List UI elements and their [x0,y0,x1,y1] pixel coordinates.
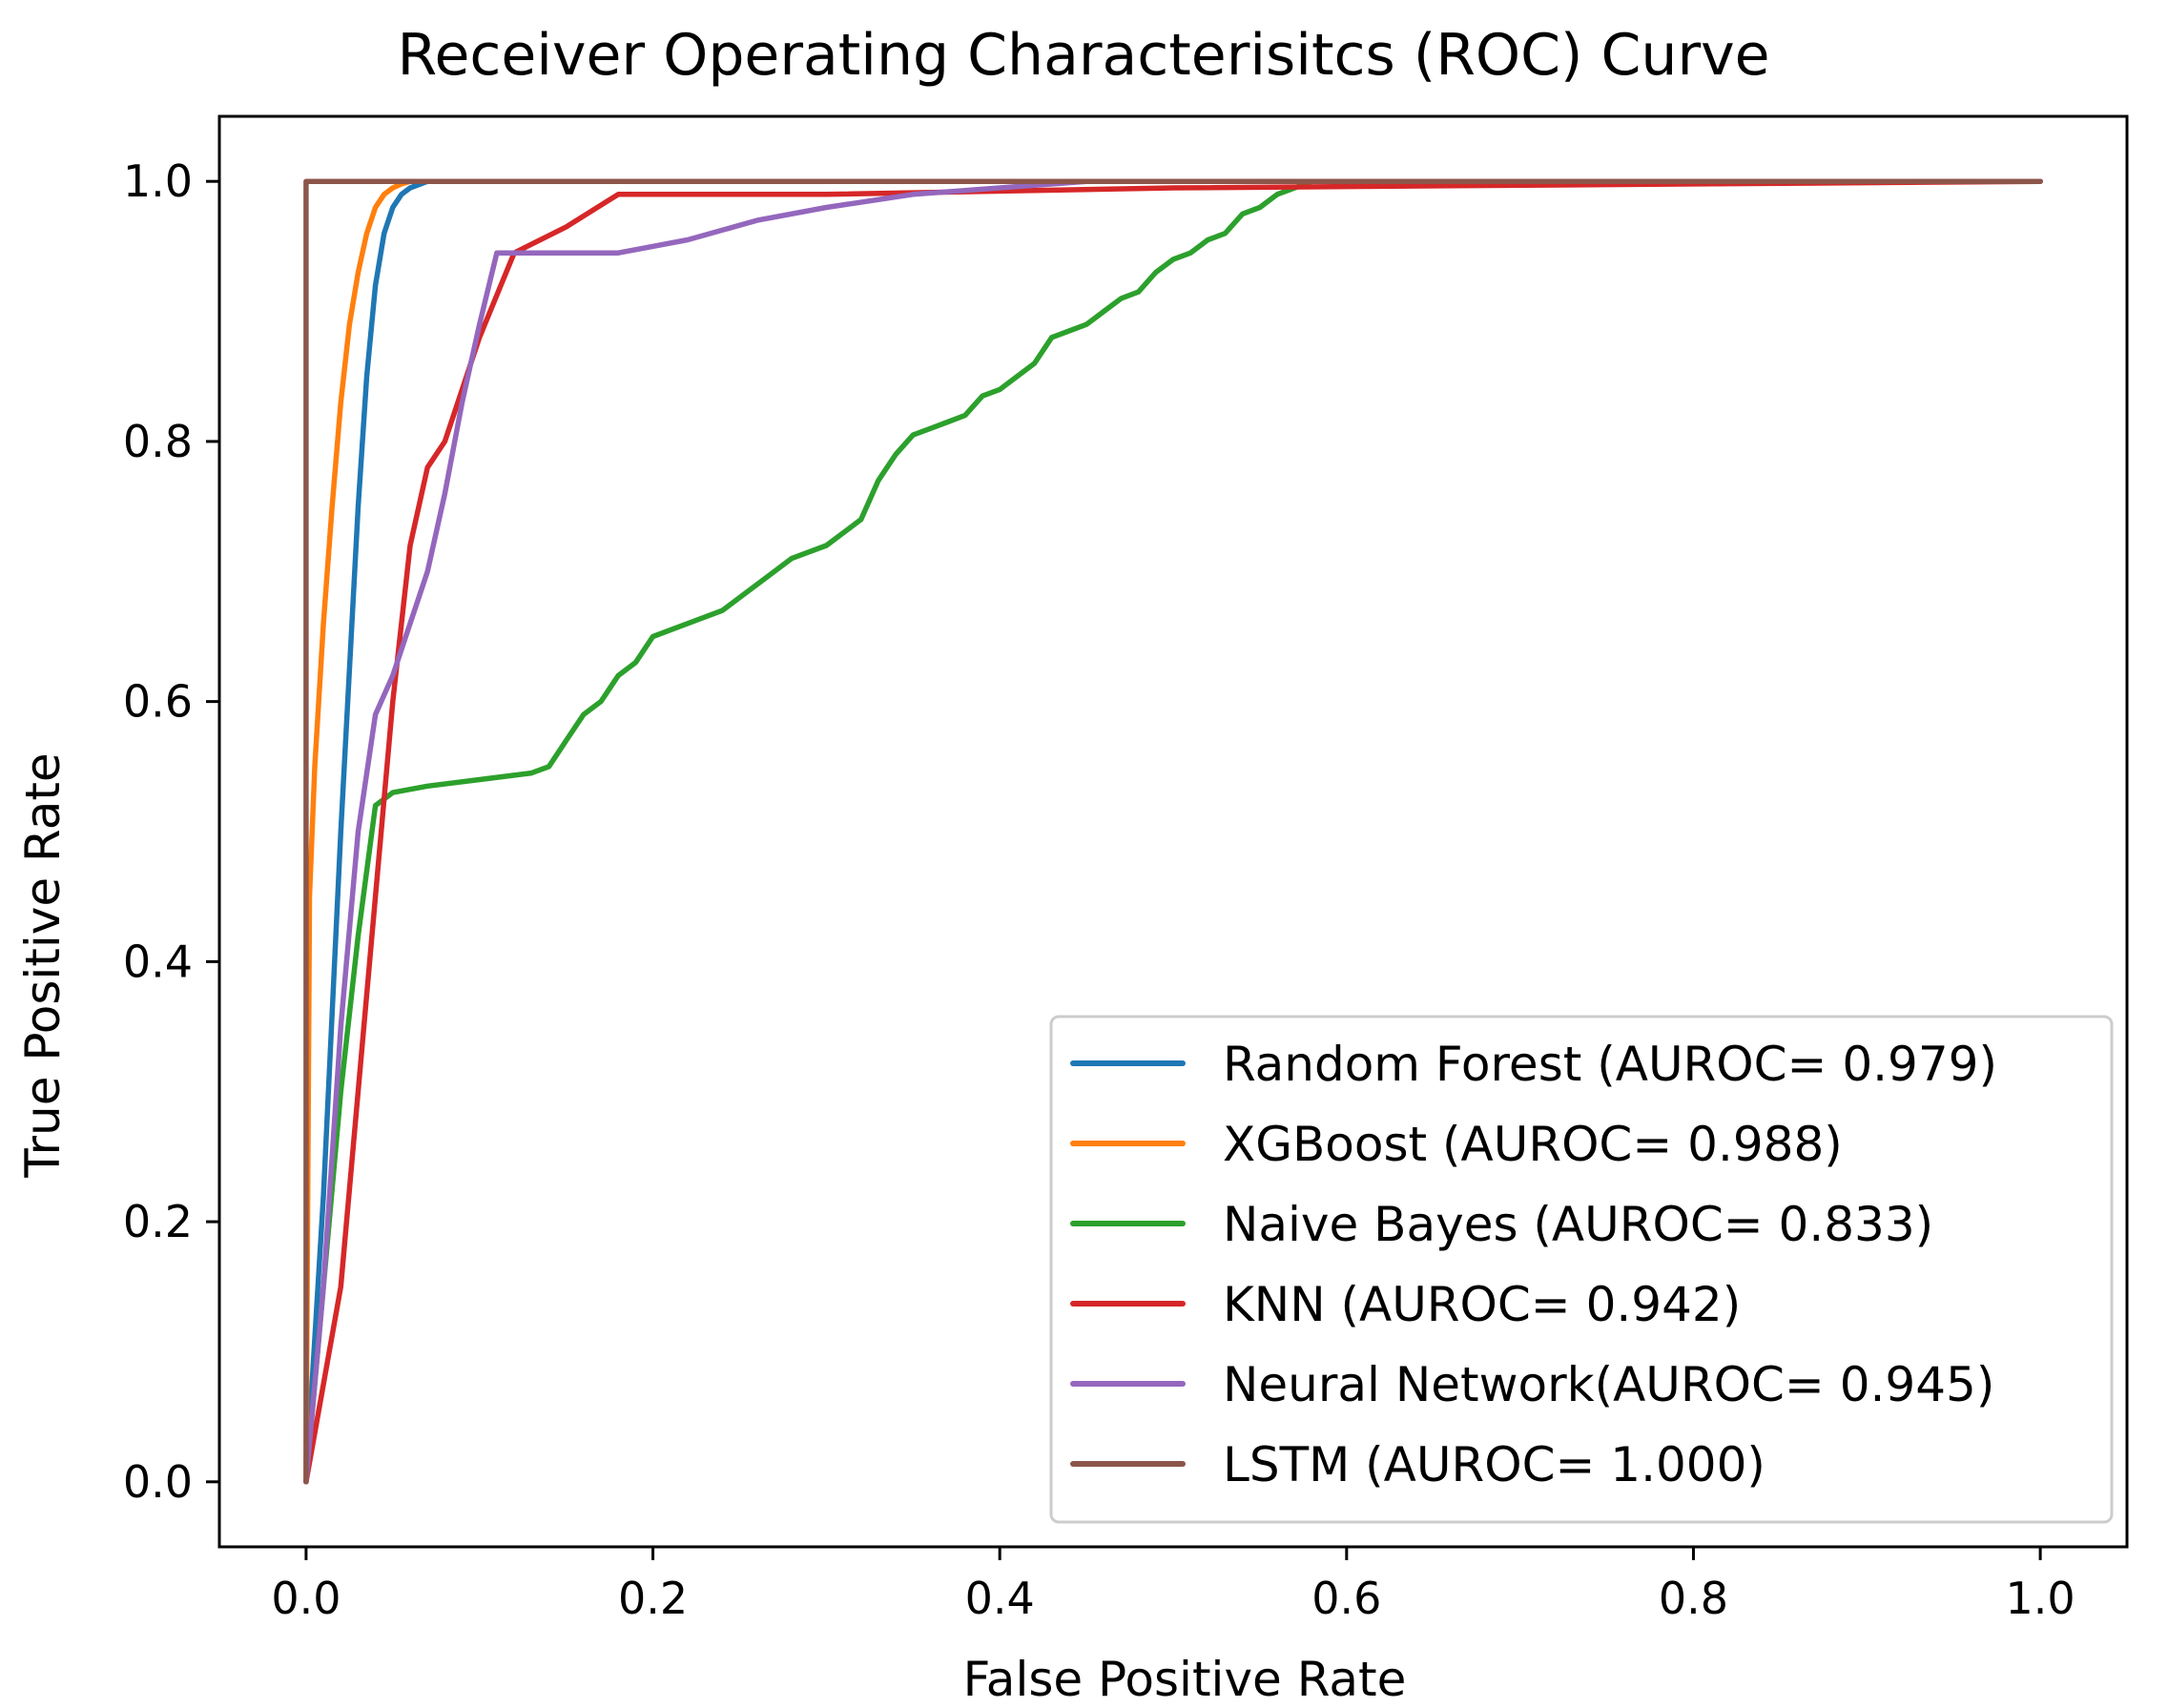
legend-label-5: LSTM (AUROC= 1.000) [1223,1437,1765,1492]
legend: Random Forest (AUROC= 0.979) XGBoost (AUR… [1049,1015,2114,1524]
x-tick-label-3: 0.6 [1311,1573,1381,1624]
y-tick-label-3: 0.6 [123,676,193,728]
plot-frame [217,114,2129,1549]
axes-layer: 0.0 0.2 0.4 0.6 0.8 1.0 0.0 0.2 0.4 0.6 0.8 1.0 [123,114,2129,1624]
x-tick-label-2: 0.4 [965,1573,1035,1624]
chart-title: Receiver Operating Characterisitcs (ROC)… [397,22,1769,89]
series-line-5 [303,178,2043,1485]
legend-label-2: Naive Bayes (AUROC= 0.833) [1223,1197,1933,1252]
legend-label-3: KNN (AUROC= 0.942) [1223,1277,1741,1332]
series-line-4 [303,178,2043,1485]
x-tick-label-0: 0.0 [271,1573,341,1624]
y-tick-label-4: 0.8 [123,416,193,467]
legend-label-1: XGBoost (AUROC= 0.988) [1223,1117,1843,1172]
series-line-3 [303,178,2043,1485]
y-axis-label: True Positive Rate [15,752,71,1178]
legend-box [1049,1015,2114,1524]
series-layer [303,178,2043,1485]
legend-label-4: Neural Network(AUROC= 0.945) [1223,1357,1994,1412]
y-tick-label-1: 0.2 [123,1196,193,1247]
x-tick-label-1: 0.2 [618,1573,688,1624]
y-tick-label-5: 1.0 [123,155,193,207]
legend-label-0: Random Forest (AUROC= 0.979) [1223,1037,1997,1092]
x-axis-label: False Positive Rate [963,1652,1407,1707]
y-tick-label-0: 0.0 [123,1456,193,1508]
series-line-2 [303,178,2043,1485]
x-tick-label-5: 1.0 [2006,1573,2075,1624]
y-tick-label-2: 0.4 [123,936,193,987]
x-tick-label-4: 0.8 [1659,1573,1728,1624]
